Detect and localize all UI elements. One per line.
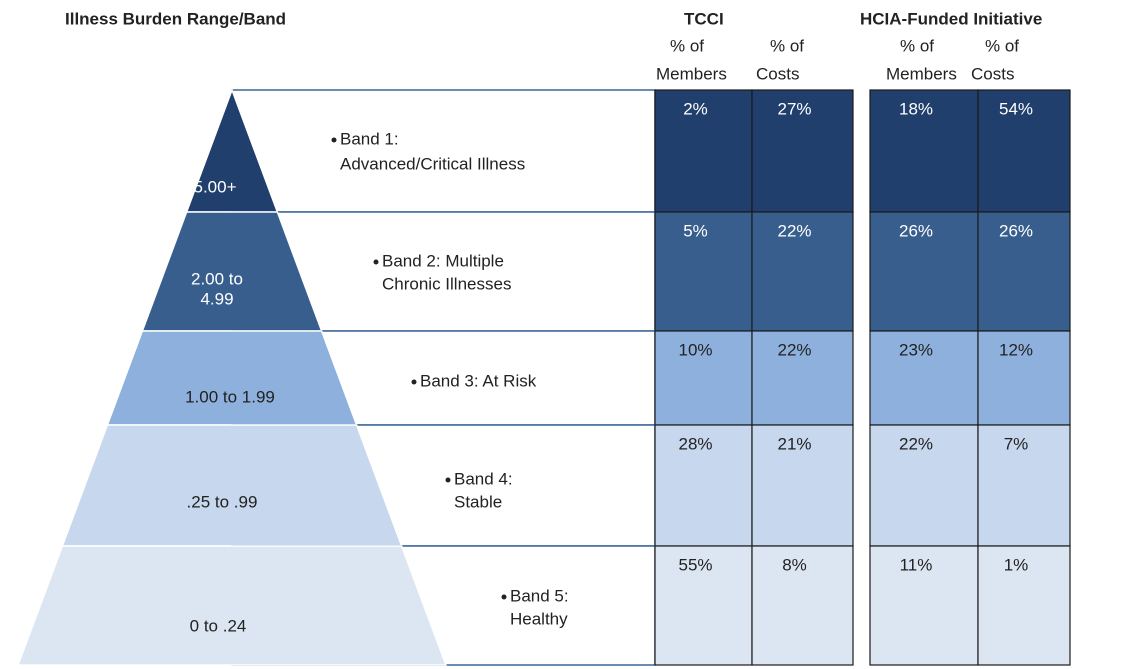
cell <box>869 424 979 547</box>
band-name: Band 5: <box>510 586 569 605</box>
band-name: Band 2: Multiple <box>382 251 504 270</box>
band-name: Healthy <box>510 609 568 628</box>
range-label: 5.00+ <box>193 177 236 196</box>
pyramid-band <box>61 424 403 547</box>
diagram-title: Illness Burden Range/Band <box>65 9 286 28</box>
range-label: 4.99 <box>200 289 233 308</box>
pyramid-band <box>106 330 358 426</box>
band-name: Band 4: <box>454 469 513 488</box>
cell <box>977 424 1071 547</box>
range-label: 0 to .24 <box>190 616 247 635</box>
column-header: Costs <box>971 64 1014 83</box>
cell-value: 10% <box>678 340 712 359</box>
cell-value: 18% <box>899 99 933 118</box>
bullet <box>501 594 507 600</box>
cell <box>869 89 979 213</box>
band-name: Stable <box>454 492 502 511</box>
band-name: Chronic Illnesses <box>382 274 511 293</box>
bullet <box>445 477 451 483</box>
band-name: Band 1: <box>340 129 399 148</box>
cell-value: 12% <box>999 340 1033 359</box>
bullet <box>411 379 417 385</box>
cell-value: 1% <box>1004 555 1029 574</box>
bullet <box>331 137 337 143</box>
cell-value: 22% <box>777 221 811 240</box>
band-name: Advanced/Critical Illness <box>340 154 525 173</box>
column-header: % of <box>900 36 934 55</box>
band-name: Band 3: At Risk <box>420 371 537 390</box>
cell-value: 5% <box>683 221 708 240</box>
cell <box>751 424 854 547</box>
pyramid-band <box>17 545 447 666</box>
cell-value: 23% <box>899 340 933 359</box>
bullet <box>373 259 379 265</box>
cell-value: 26% <box>999 221 1033 240</box>
range-label: .25 to .99 <box>187 492 258 511</box>
cell-value: 54% <box>999 99 1033 118</box>
cell-value: 27% <box>777 99 811 118</box>
group-title: HCIA-Funded Initiative <box>860 9 1042 28</box>
cell-value: 21% <box>777 434 811 453</box>
cell-value: 2% <box>683 99 708 118</box>
cell <box>977 545 1071 666</box>
band-box <box>231 89 656 213</box>
cell-value: 55% <box>678 555 712 574</box>
cell <box>654 424 753 547</box>
cell <box>751 545 854 666</box>
column-header: Members <box>656 64 727 83</box>
cell-value: 22% <box>899 434 933 453</box>
cell <box>977 89 1071 213</box>
cell <box>869 211 979 332</box>
column-header: % of <box>985 36 1019 55</box>
cell <box>751 89 854 213</box>
column-header: % of <box>770 36 804 55</box>
cell-value: 26% <box>899 221 933 240</box>
cell <box>751 330 854 426</box>
cell <box>869 545 979 666</box>
cell <box>751 211 854 332</box>
cell <box>977 211 1071 332</box>
column-header: % of <box>670 36 704 55</box>
cell <box>977 330 1071 426</box>
cell-value: 8% <box>782 555 807 574</box>
cell-value: 22% <box>777 340 811 359</box>
column-header: Costs <box>756 64 799 83</box>
range-label: 1.00 to 1.99 <box>185 387 275 406</box>
column-header: Members <box>886 64 957 83</box>
cell-value: 28% <box>678 434 712 453</box>
range-label: 2.00 to <box>191 269 243 288</box>
cell <box>654 330 753 426</box>
group-title: TCCI <box>684 9 724 28</box>
cell-value: 11% <box>900 555 933 574</box>
cell-value: 7% <box>1004 434 1029 453</box>
cell <box>654 89 753 213</box>
